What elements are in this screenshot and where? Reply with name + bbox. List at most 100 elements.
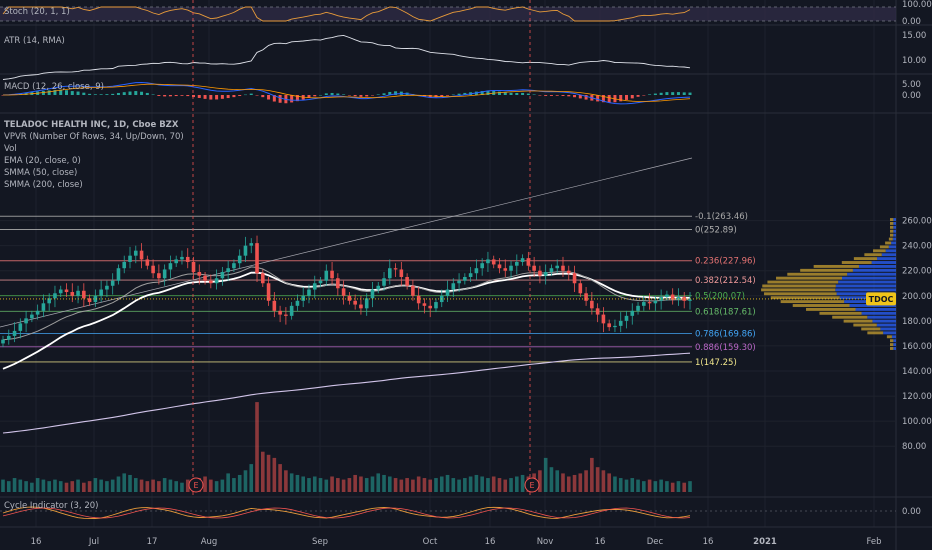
candle-body [301, 295, 306, 301]
date-tick: Oct [423, 537, 438, 547]
candle-body [347, 295, 352, 301]
vpvr-down-row [890, 225, 894, 229]
candle-body [93, 295, 98, 303]
candle-body [105, 285, 109, 290]
candle-body [387, 268, 392, 279]
volume-bar [232, 478, 236, 492]
vpvr-down-row [885, 241, 892, 245]
macd-hist-bar [290, 95, 294, 103]
macd-hist-bar [567, 95, 571, 97]
vpvr-up-row [871, 261, 896, 264]
fib-label: 0.236(227.96) [695, 257, 756, 267]
macd-hist-bar [313, 95, 317, 97]
candle-body [209, 280, 213, 284]
earnings-marker-label-2: E [529, 481, 534, 490]
macd-hist-bar [174, 95, 178, 97]
vpvr-down-row [832, 315, 868, 319]
macd-hist-bar [261, 95, 265, 98]
macd-hist-bar [503, 92, 507, 95]
ticker-badge[interactable]: TDOC [866, 292, 896, 306]
volume-bar [607, 473, 611, 492]
fib-label: 0.618(187.61) [695, 307, 756, 317]
volume-bar [624, 479, 629, 492]
candle-body [503, 268, 508, 271]
volume-bar [653, 481, 658, 492]
macd-hist-bar [353, 95, 357, 97]
volume-bar [399, 479, 404, 492]
date-tick: 16 [703, 537, 714, 547]
volume-bar [289, 473, 294, 492]
vpvr-down-row [890, 343, 894, 347]
candle-body [665, 294, 669, 298]
volume-bar [324, 479, 329, 492]
volume-bar [18, 479, 23, 492]
candle-body [653, 300, 658, 304]
candle-body [526, 258, 531, 266]
macd-hist-bar [630, 95, 634, 99]
price-tick: 200.00 [902, 292, 932, 302]
volume-bar [480, 476, 484, 492]
volume-bar [139, 479, 144, 492]
candle-body [463, 276, 467, 281]
macd-hist-bar [584, 95, 588, 100]
vpvr-down-row [873, 249, 886, 253]
macd-hist-bar [561, 95, 565, 96]
candle-body [399, 269, 404, 277]
volume-bar [543, 457, 548, 492]
candle-body [18, 323, 23, 331]
candle-body [497, 264, 502, 269]
volume-bar [682, 482, 687, 492]
macd-hist-bar [324, 93, 328, 95]
earnings-marker-1[interactable]: E [188, 477, 204, 493]
date-tick: 16 [31, 537, 42, 547]
vpvr-up-row [872, 319, 896, 323]
earnings-marker-2[interactable]: E [524, 477, 540, 493]
macd-hist-bar [203, 95, 207, 99]
vpvr-down-row [780, 300, 845, 304]
candle-body [601, 314, 606, 324]
volume-bar [312, 476, 317, 492]
volume-bar [180, 482, 184, 492]
macd-hist-bar [140, 91, 144, 95]
vpvr-up-row [847, 272, 896, 276]
macd-hist-bar [192, 95, 196, 98]
cycle-tick: 0.00 [902, 507, 921, 517]
candle-body [520, 258, 525, 262]
candle-body [572, 273, 577, 284]
volume-bar [237, 474, 242, 492]
candle-body [624, 315, 629, 321]
vpvr-up-row [867, 315, 896, 319]
macd-hist-bar [388, 91, 392, 95]
macd-hist-bar [99, 94, 103, 95]
vpvr-down-row [792, 304, 850, 307]
vpvr-down-row [767, 280, 839, 284]
macd-hist-bar [486, 90, 490, 95]
candle-body [249, 243, 254, 246]
candle-body [353, 300, 357, 305]
vpvr-up-row [893, 233, 896, 237]
candle-body [607, 323, 611, 328]
candle-body [428, 305, 433, 309]
vpvr-up-row [892, 237, 896, 241]
volume-bar [474, 474, 479, 492]
earnings-marker-label-1: E [193, 481, 198, 490]
volume-bar [243, 470, 248, 492]
candle-body [659, 297, 663, 301]
macd-hist-bar [532, 94, 536, 95]
volume-bar [613, 476, 617, 492]
macd-pane: MACD (12, 26, close, 9) [1, 81, 692, 105]
macd-hist-bar [446, 95, 450, 96]
vpvr-up-row [893, 218, 896, 221]
fib-label: 0(252.89) [695, 225, 737, 235]
volume-bar [515, 476, 519, 492]
candle-body [284, 314, 288, 316]
macd-hist-bar [307, 95, 311, 99]
vpvr-down-row [841, 261, 872, 264]
date-tick: Aug [201, 537, 218, 547]
macd-hist-bar [82, 92, 86, 95]
macd-hist-bar [463, 92, 467, 95]
stoch-label: Stoch (20, 1, 1) [4, 7, 70, 17]
macd-hist-bar [134, 91, 138, 95]
vpvr-up-row [852, 268, 896, 272]
